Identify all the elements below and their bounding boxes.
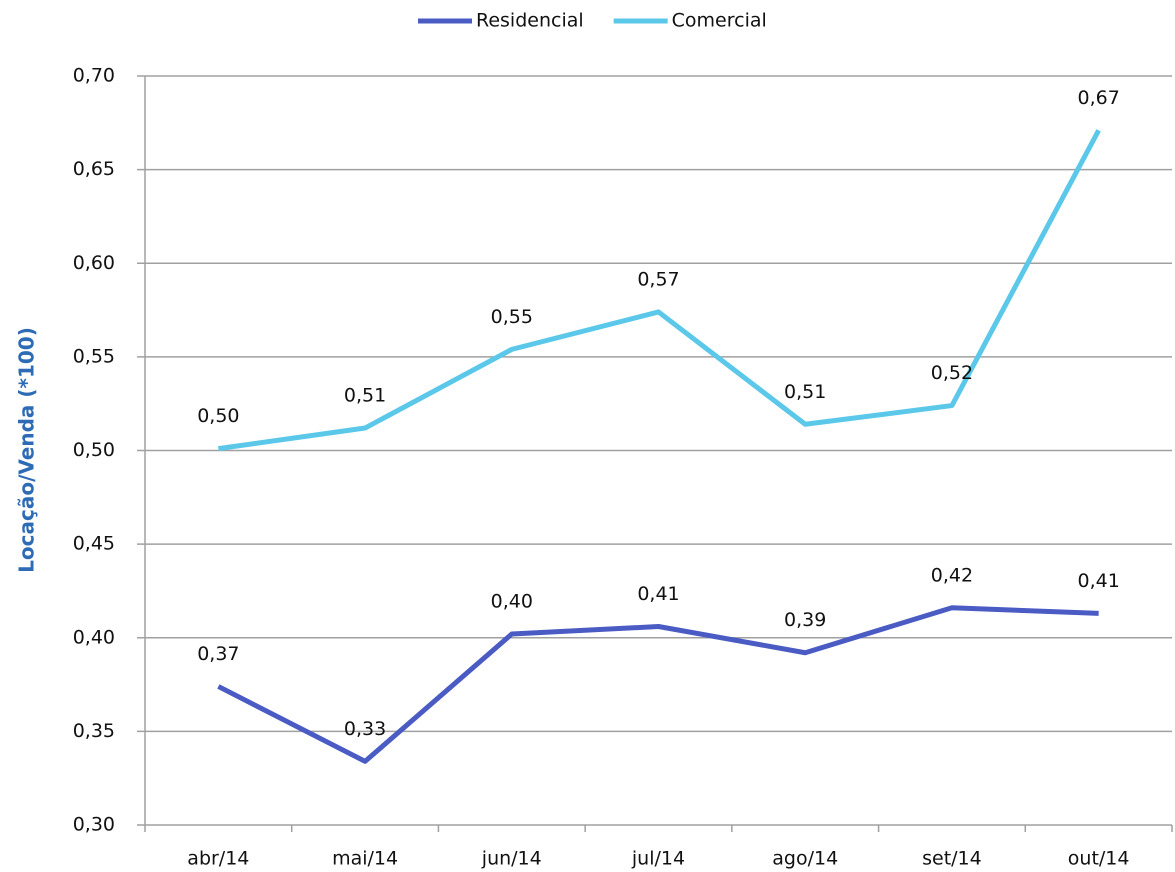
data-label: 0,40 (491, 591, 533, 613)
y-axis-label: Locação/Venda (*100) (15, 327, 39, 573)
y-tick-label: 0,60 (73, 252, 115, 274)
data-label: 0,37 (197, 643, 239, 665)
series-line (217, 605, 1099, 764)
data-label: 0,51 (784, 381, 826, 403)
y-tick-label: 0,45 (73, 533, 115, 555)
data-label: 0,33 (344, 718, 386, 740)
series-line (218, 129, 1101, 452)
y-tick-label: 0,70 (73, 65, 115, 87)
data-label: 0,67 (1077, 87, 1119, 109)
data-label: 0,55 (491, 306, 533, 328)
y-tick-label: 0,30 (73, 814, 115, 836)
data-label: 0,50 (197, 405, 239, 427)
x-tick-label: set/14 (922, 848, 982, 870)
y-tick-label: 0,50 (73, 439, 115, 461)
x-tick-label: jun/14 (481, 848, 542, 870)
data-label: 0,41 (1077, 570, 1119, 592)
data-label: 0,51 (344, 385, 386, 407)
y-tick-label: 0,65 (73, 158, 115, 180)
x-tick-label: ago/14 (772, 848, 838, 870)
y-tick-label: 0,35 (73, 720, 115, 742)
legend-label: Comercial (672, 10, 767, 32)
y-tick-label: 0,55 (73, 345, 115, 367)
y-tick-label: 0,40 (73, 626, 115, 648)
legend-label: Residencial (476, 10, 584, 32)
x-tick-label: out/14 (1068, 848, 1130, 870)
data-label: 0,52 (931, 362, 973, 384)
x-tick-label: abr/14 (187, 848, 249, 870)
data-label: 0,57 (637, 268, 679, 290)
data-label: 0,41 (637, 583, 679, 605)
x-tick-label: jul/14 (631, 848, 685, 870)
data-label: 0,42 (931, 564, 973, 586)
x-tick-label: mai/14 (332, 848, 398, 870)
data-label: 0,39 (784, 609, 826, 631)
